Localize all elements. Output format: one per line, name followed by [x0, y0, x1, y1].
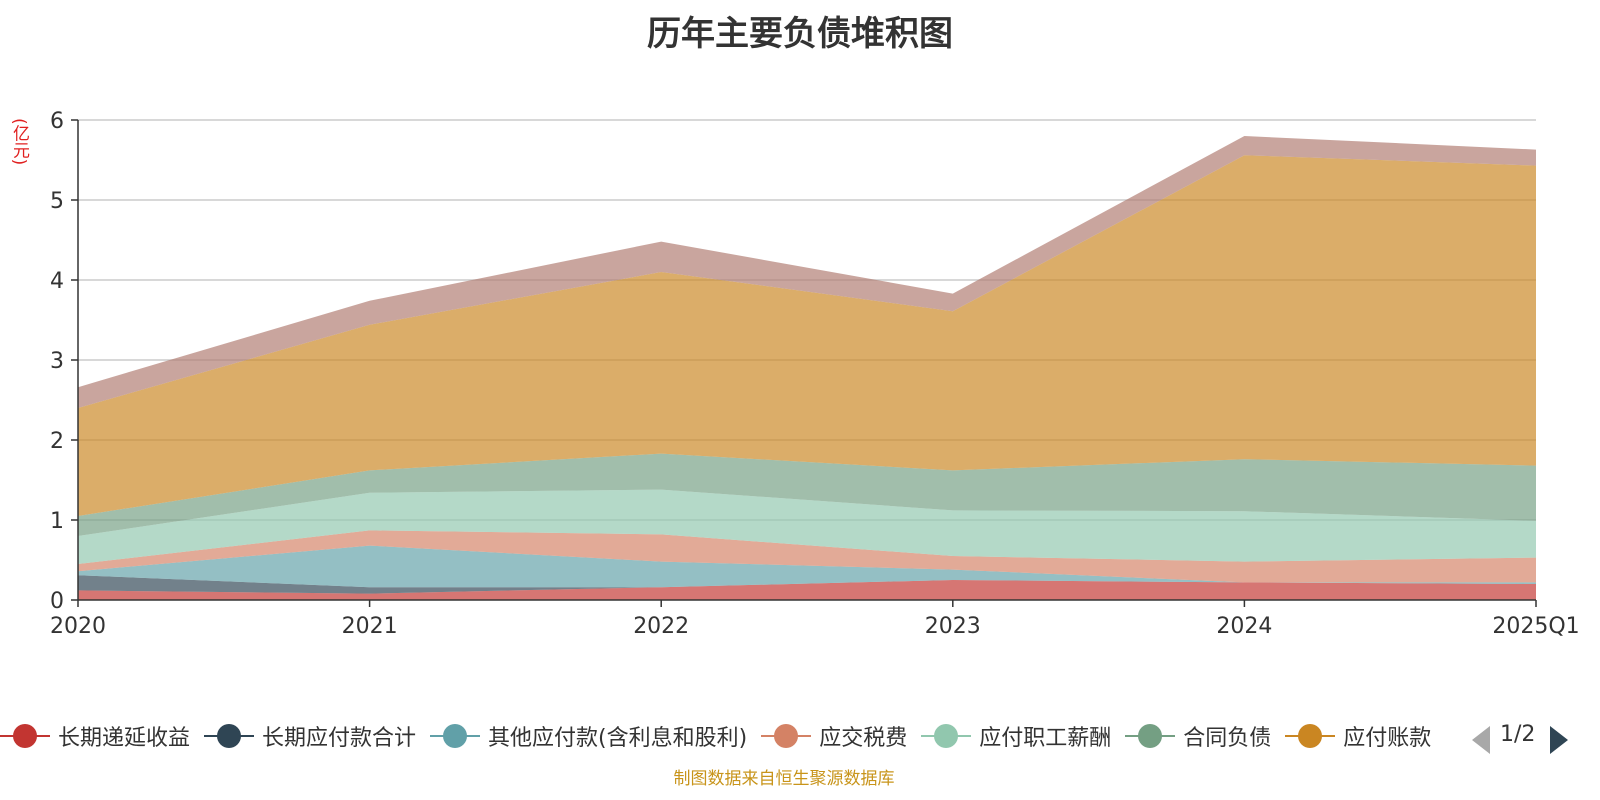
- area-series-layer: [78, 136, 1536, 600]
- axes: 0 1 2 3 4 5 6 2020 2021 2022 2023 2024 2025Q1: [50, 109, 1580, 639]
- chart-title: 历年主要负债堆积图: [647, 14, 953, 54]
- x-tick-label: 2024: [1216, 614, 1272, 639]
- x-tick-label: 2023: [925, 614, 981, 639]
- legend-item[interactable]: 长期递延收益: [0, 718, 190, 754]
- area-series-5: [78, 453, 1536, 536]
- legend-marker-icon: [0, 722, 50, 750]
- legend-marker-icon: [1125, 722, 1176, 750]
- legend-label: 长期应付款合计: [262, 726, 417, 751]
- y-tick-label: 1: [50, 509, 64, 534]
- x-tick-label: 2022: [633, 614, 689, 639]
- area-series-2: [78, 545, 1536, 588]
- stacked-area-chart: 0 1 2 3 4 5 6 2020 2021 2022 2023 2024 2025Q1: [50, 109, 1580, 639]
- y-tick-label: 5: [50, 189, 64, 214]
- y-tick-label: 3: [50, 349, 64, 374]
- legend-item[interactable]: 应付账款: [1285, 718, 1431, 754]
- legend-item[interactable]: 长期应付款合计: [204, 718, 416, 754]
- legend-marker-icon: [1285, 722, 1336, 750]
- area-series-7: [78, 136, 1536, 408]
- x-tick-label: 2020: [50, 614, 106, 639]
- data-source-note: 制图数据来自恒生聚源数据库: [673, 769, 895, 789]
- y-axis-unit-label: (亿元): [9, 118, 29, 166]
- area-series-3: [78, 530, 1536, 583]
- legend-label: 长期递延收益: [58, 726, 191, 751]
- legend-item[interactable]: 其他应付款(含利息和股利): [430, 718, 747, 754]
- legend-label: 应付职工薪酬: [979, 726, 1112, 751]
- legend-label: 应付账款: [1343, 726, 1432, 751]
- area-series-1: [78, 575, 1536, 594]
- legend-item[interactable]: 应交税费: [761, 718, 907, 754]
- area-series-6: [78, 155, 1536, 516]
- y-tick-label: 6: [50, 109, 64, 134]
- legend: 长期递延收益 长期应付款合计 其他应付款(含利息和股利) 应交税费 应付职工薪酬 合同负债…: [0, 718, 1470, 754]
- legend-item[interactable]: 合同负债: [1125, 718, 1271, 754]
- legend-next-page-button[interactable]: [1550, 726, 1568, 754]
- legend-item[interactable]: 应付职工薪酬: [921, 718, 1111, 754]
- area-series-0: [78, 580, 1536, 600]
- legend-label: 其他应付款(含利息和股利): [488, 726, 748, 751]
- y-tick-label: 2: [50, 429, 64, 454]
- legend-label: 应交税费: [819, 726, 908, 751]
- legend-marker-icon: [204, 722, 255, 750]
- legend-marker-icon: [430, 722, 481, 750]
- legend-marker-icon: [761, 722, 812, 750]
- legend-page-indicator: 1/2: [1500, 722, 1536, 747]
- legend-prev-page-button[interactable]: [1472, 726, 1490, 754]
- y-tick-label: 4: [50, 269, 64, 294]
- y-tick-label: 0: [50, 589, 64, 614]
- legend-marker-icon: [921, 722, 972, 750]
- x-tick-label: 2021: [342, 614, 398, 639]
- x-tick-label: 2025Q1: [1492, 614, 1579, 639]
- legend-label: 合同负债: [1183, 726, 1272, 751]
- area-series-4: [78, 489, 1536, 564]
- legend-pager: 1/2: [1470, 720, 1600, 760]
